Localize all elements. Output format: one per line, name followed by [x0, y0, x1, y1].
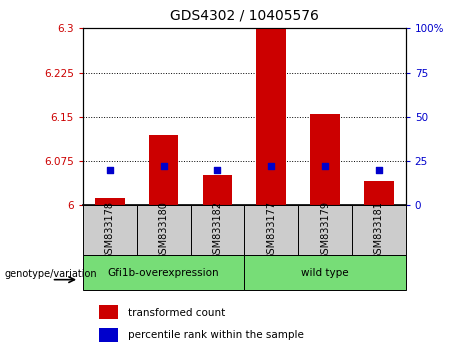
Point	[267, 164, 275, 169]
Text: GSM833181: GSM833181	[374, 201, 384, 259]
Bar	[203, 175, 232, 205]
Text: Gfi1b-overexpression: Gfi1b-overexpression	[108, 268, 219, 278]
Bar	[298, 205, 352, 255]
Text: GSM833179: GSM833179	[320, 201, 330, 259]
Bar	[149, 135, 178, 205]
Text: transformed count: transformed count	[128, 308, 225, 318]
Bar	[256, 28, 286, 205]
Point	[375, 167, 383, 173]
Bar	[310, 114, 340, 205]
Text: percentile rank within the sample: percentile rank within the sample	[128, 330, 304, 340]
Bar	[244, 205, 298, 255]
Bar	[137, 205, 190, 255]
Text: GSM833180: GSM833180	[159, 201, 169, 259]
Point	[214, 167, 221, 173]
Bar	[352, 205, 406, 255]
Bar	[99, 328, 118, 342]
Text: genotype/variation: genotype/variation	[5, 269, 97, 279]
Bar	[244, 255, 406, 290]
Point	[160, 164, 167, 169]
Bar	[83, 255, 244, 290]
Bar	[95, 198, 124, 205]
Text: wild type: wild type	[301, 268, 349, 278]
Text: GSM833182: GSM833182	[213, 201, 223, 259]
Bar	[364, 181, 394, 205]
Point	[106, 167, 113, 173]
Point	[321, 164, 329, 169]
Text: GSM833178: GSM833178	[105, 201, 115, 259]
Title: GDS4302 / 10405576: GDS4302 / 10405576	[170, 9, 319, 23]
Text: GSM833177: GSM833177	[266, 200, 276, 260]
Bar	[190, 205, 244, 255]
Bar	[83, 205, 137, 255]
Bar	[99, 305, 118, 319]
